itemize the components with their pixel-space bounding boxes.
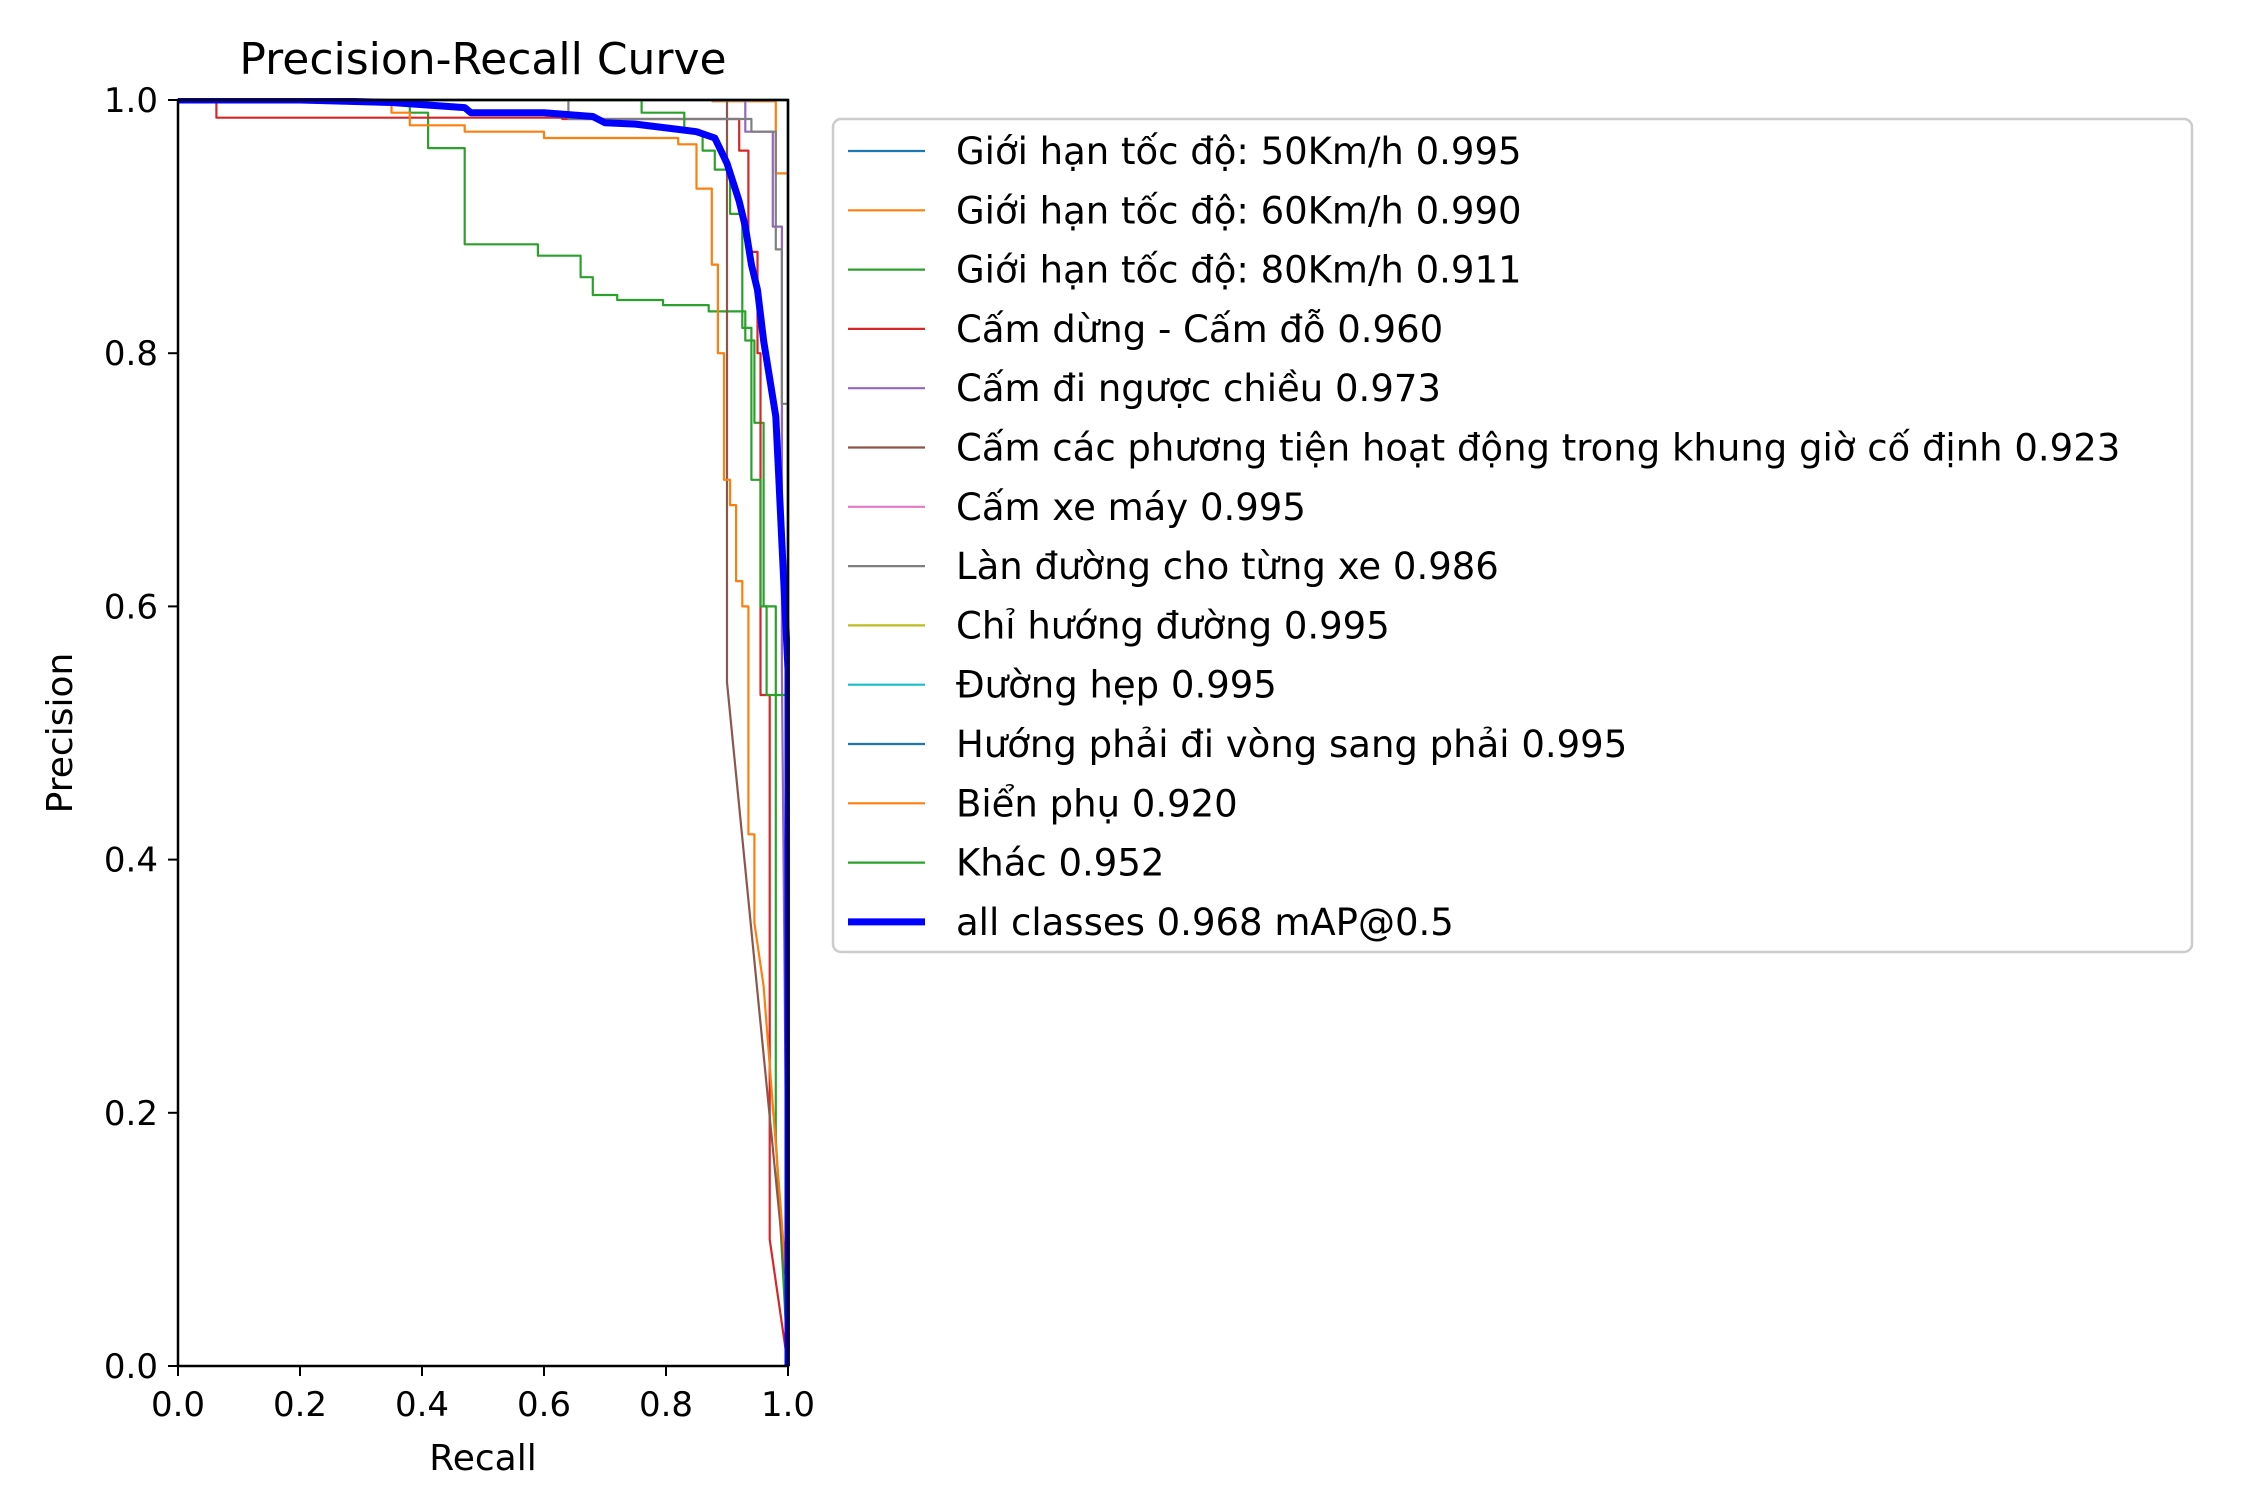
- legend-label-9: Chỉ hướng đường 0.995: [956, 604, 1390, 647]
- x-tick-label: 0.4: [395, 1385, 449, 1425]
- x-tick-label: 0.0: [151, 1385, 205, 1425]
- y-axis-ticks: 0.0 0.2 0.4 0.6 0.8 1.0: [104, 81, 178, 1387]
- legend-label-10: Đường hẹp 0.995: [956, 664, 1277, 707]
- y-tick-label: 0.6: [104, 587, 158, 627]
- y-tick-label: 0.2: [104, 1094, 158, 1134]
- x-axis-label: Recall: [429, 1438, 536, 1479]
- series-line-14: [178, 98, 790, 1366]
- legend-frame: [831, 117, 2194, 954]
- legend-label-14: all classes 0.968 mAP@0.5: [956, 901, 1454, 944]
- legend-label-13: Khác 0.952: [956, 842, 1164, 885]
- legend-label-4: Cấm dừng - Cấm đỗ 0.960: [956, 308, 1443, 351]
- legend-label-3: Giới hạn tốc độ: 80Km/h 0.911: [956, 249, 1522, 292]
- legend-label-6: Cấm các phương tiện hoạt động trong khun…: [956, 427, 2120, 470]
- legend-label-7: Cấm xe máy 0.995: [956, 486, 1306, 529]
- y-tick-label: 0.8: [104, 334, 158, 374]
- x-tick-label: 0.8: [639, 1385, 693, 1425]
- legend-label-12: Biển phụ 0.920: [956, 782, 1238, 825]
- plot-frame: [176, 98, 790, 1368]
- x-tick-label: 0.2: [273, 1385, 327, 1425]
- y-tick-label: 0.0: [104, 1347, 158, 1387]
- legend-label-11: Hướng phải đi vòng sang phải 0.995: [956, 723, 1627, 766]
- legend-label-8: Làn đường cho từng xe 0.986: [956, 545, 1499, 588]
- series-line-13: [178, 98, 790, 1366]
- y-axis-label: Precision: [40, 653, 81, 814]
- legend-entries: Giới hạn tốc độ: 50Km/h 0.995 Giới hạn tố…: [848, 130, 2120, 944]
- x-axis-ticks: 0.0 0.2 0.4 0.6 0.8 1.0: [151, 1366, 815, 1425]
- y-tick-label: 0.4: [104, 841, 158, 881]
- series-line-12: [178, 98, 790, 1366]
- legend-label-1: Giới hạn tốc độ: 50Km/h 0.995: [956, 130, 1522, 173]
- legend: Giới hạn tốc độ: 50Km/h 0.995 Giới hạn tố…: [831, 117, 2194, 954]
- legend-label-5: Cấm đi ngược chiều 0.973: [956, 367, 1441, 410]
- x-tick-label: 0.6: [517, 1385, 571, 1425]
- chart-title: Precision-Recall Curve: [239, 34, 726, 85]
- legend-label-2: Giới hạn tốc độ: 60Km/h 0.990: [956, 189, 1522, 232]
- series-line-3: [178, 98, 790, 1367]
- y-tick-label: 1.0: [104, 81, 158, 121]
- x-tick-label: 1.0: [761, 1385, 815, 1425]
- series-line-4: [178, 98, 790, 1367]
